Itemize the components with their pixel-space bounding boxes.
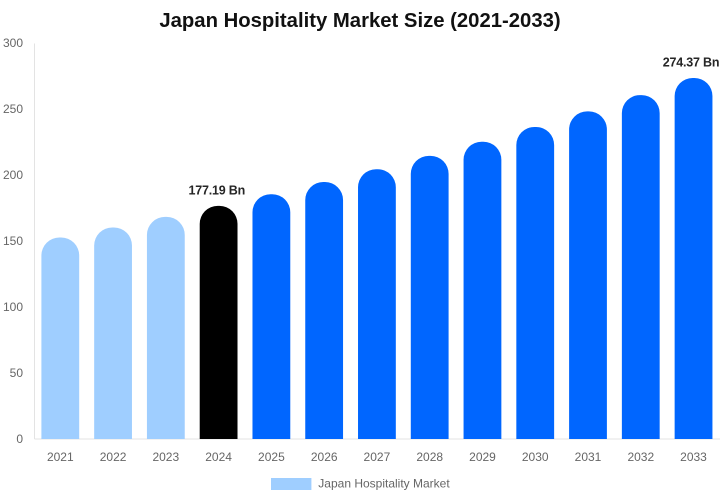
svg-text:2029: 2029 [469,450,496,464]
svg-text:2024: 2024 [205,450,232,464]
svg-text:0: 0 [16,432,23,446]
svg-text:300: 300 [3,36,23,50]
svg-text:200: 200 [3,168,23,182]
svg-text:2022: 2022 [100,450,127,464]
svg-text:50: 50 [10,366,24,380]
svg-text:177.19 Bn: 177.19 Bn [189,184,246,198]
svg-text:2025: 2025 [258,450,285,464]
svg-text:274.37 Bn: 274.37 Bn [663,55,720,69]
svg-text:Japan Hospitality Market: Japan Hospitality Market [318,476,450,490]
svg-text:150: 150 [3,234,23,248]
svg-text:250: 250 [3,102,23,116]
svg-text:2021: 2021 [47,450,74,464]
svg-text:Japan Hospitality Market Size: Japan Hospitality Market Size (2021-2033… [159,10,560,32]
svg-text:2023: 2023 [152,450,179,464]
svg-text:2028: 2028 [416,450,443,464]
svg-text:2026: 2026 [311,450,338,464]
svg-text:2031: 2031 [575,450,602,464]
svg-text:2027: 2027 [364,450,391,464]
svg-text:2033: 2033 [680,450,707,464]
svg-text:100: 100 [3,300,23,314]
svg-text:2030: 2030 [522,450,549,464]
svg-text:2032: 2032 [627,450,654,464]
